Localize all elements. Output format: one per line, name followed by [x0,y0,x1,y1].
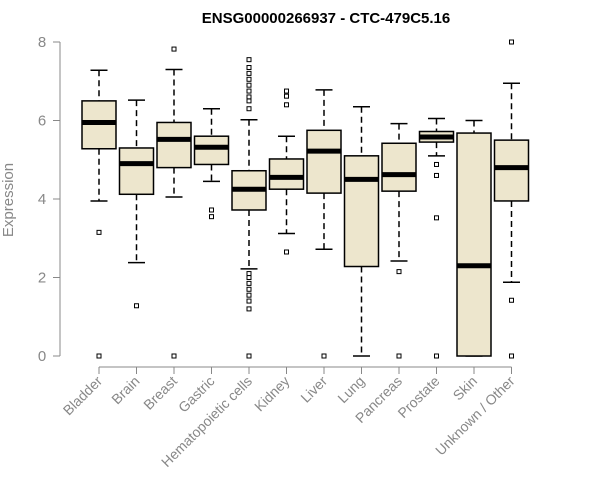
outlier-point [284,93,289,99]
box-iqr [268,158,305,190]
outlier-point [509,297,514,303]
x-tick-label: Bladder [60,373,106,419]
box-group [493,39,530,359]
y-tick-label: 0 [38,348,46,365]
box-iqr [381,142,417,192]
outlier-point [246,353,252,359]
outlier-point [321,353,327,359]
outlier-point [434,172,439,178]
outlier-point [246,292,252,298]
box-group [231,57,267,359]
x-tick-label: Brain [108,373,142,407]
outlier-point [246,88,252,94]
box-group [81,69,117,359]
x-tick-label: Liver [297,373,330,406]
outlier-point [246,82,252,88]
axes: 0 2 4 6 8 [38,34,512,368]
box-iqr [306,129,342,194]
outlier-point [246,298,252,304]
outlier-point [246,94,252,100]
outlier-point [171,353,177,359]
box-group [268,88,305,255]
outlier-point [509,39,514,45]
outlier-point [509,353,514,359]
y-tick-label: 4 [38,191,46,208]
y-tick-label: 2 [38,270,46,287]
outlier-point [246,280,252,286]
x-tick-label: Skin [450,373,481,404]
outlier-point [434,215,439,221]
box-iqr [118,147,155,196]
outlier-point [96,229,102,235]
box-iqr [156,121,192,169]
outlier-point [434,353,439,359]
outlier-point [246,286,252,292]
x-tick-label: Breast [140,373,180,413]
outlier-point [246,98,252,104]
box-iqr [456,132,492,357]
outlier-point [246,271,252,277]
x-tick-label: Lung [334,373,367,406]
outlier-point [96,353,102,359]
outlier-point [134,303,139,309]
outlier-point [246,65,252,71]
outlier-point [246,275,252,280]
outlier-point [284,88,289,94]
box-iqr [493,139,530,202]
outlier-point [434,161,439,167]
box-group [118,99,155,309]
box-group [193,107,230,220]
outlier-point [246,70,252,76]
x-tick-label: Kidney [251,373,293,415]
chart-title: ENSG00000266937 - CTC-479C5.16 [202,10,450,27]
box-group [343,106,380,357]
box-group [418,117,455,359]
outlier-point [396,353,402,359]
box-iqr [343,155,380,268]
outlier-point [246,106,252,112]
box-group [381,122,417,359]
boxes [81,39,530,359]
outlier-point [246,57,252,63]
outlier-point [209,214,214,220]
y-tick-label: 6 [38,113,46,130]
outlier-point [396,269,402,275]
box-group [306,89,342,359]
outlier-point [284,102,289,108]
outlier-point [246,76,252,82]
y-tick-label: 8 [38,34,46,51]
outlier-point [209,207,214,213]
x-tick-label: Prostate [394,373,442,421]
box-group [456,119,492,357]
outlier-point [246,306,252,312]
box-group [156,46,192,359]
outlier-point [284,249,289,255]
box-iqr [193,135,230,166]
outlier-point [171,46,177,52]
y-axis-label: Expression [0,163,17,237]
